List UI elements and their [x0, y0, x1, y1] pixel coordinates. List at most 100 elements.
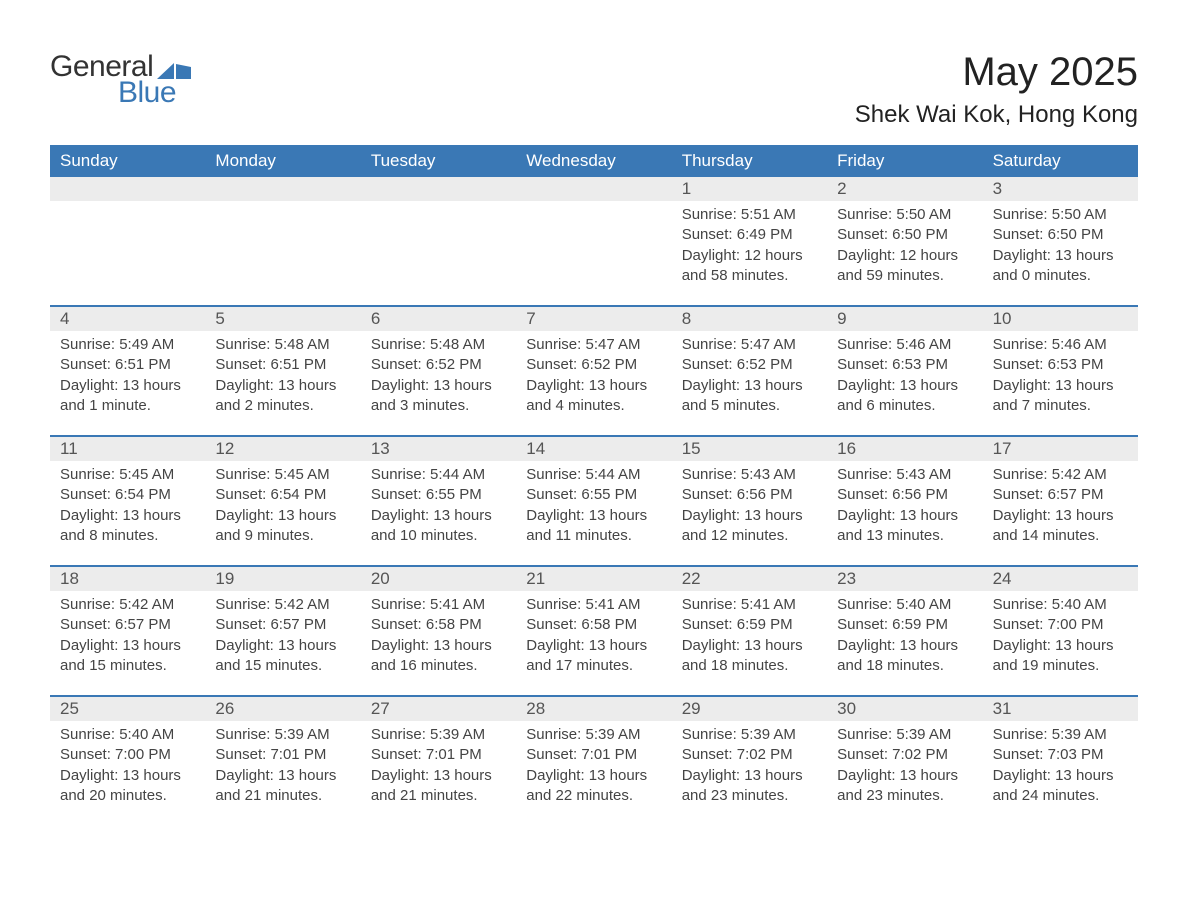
daylight-text: Daylight: 13 hours and 8 minutes.: [60, 506, 195, 547]
calendar-cell: 22Sunrise: 5:41 AMSunset: 6:59 PMDayligh…: [672, 567, 827, 695]
day-number: 30: [827, 697, 982, 721]
sunset-text: Sunset: 6:50 PM: [993, 225, 1128, 245]
calendar-cell: 18Sunrise: 5:42 AMSunset: 6:57 PMDayligh…: [50, 567, 205, 695]
calendar-cell: 10Sunrise: 5:46 AMSunset: 6:53 PMDayligh…: [983, 307, 1138, 435]
week-row: 4Sunrise: 5:49 AMSunset: 6:51 PMDaylight…: [50, 305, 1138, 435]
day-header-friday: Friday: [827, 145, 982, 177]
calendar-cell: 25Sunrise: 5:40 AMSunset: 7:00 PMDayligh…: [50, 697, 205, 825]
sunrise-text: Sunrise: 5:44 AM: [371, 465, 506, 485]
sunrise-text: Sunrise: 5:47 AM: [682, 335, 817, 355]
daylight-text: Daylight: 13 hours and 4 minutes.: [526, 376, 661, 417]
day-number: 12: [205, 437, 360, 461]
daylight-text: Daylight: 13 hours and 2 minutes.: [215, 376, 350, 417]
day-header-monday: Monday: [205, 145, 360, 177]
sunset-text: Sunset: 6:56 PM: [837, 485, 972, 505]
sunrise-text: Sunrise: 5:47 AM: [526, 335, 661, 355]
cell-body: Sunrise: 5:42 AMSunset: 6:57 PMDaylight:…: [205, 591, 360, 686]
day-number: 27: [361, 697, 516, 721]
cell-body: Sunrise: 5:42 AMSunset: 6:57 PMDaylight:…: [50, 591, 205, 686]
sunrise-text: Sunrise: 5:39 AM: [215, 725, 350, 745]
calendar-cell: [205, 177, 360, 305]
day-number: 8: [672, 307, 827, 331]
sunset-text: Sunset: 6:58 PM: [526, 615, 661, 635]
sunset-text: Sunset: 7:01 PM: [526, 745, 661, 765]
location-label: Shek Wai Kok, Hong Kong: [855, 101, 1138, 129]
daylight-text: Daylight: 12 hours and 58 minutes.: [682, 246, 817, 287]
cell-body: Sunrise: 5:47 AMSunset: 6:52 PMDaylight:…: [516, 331, 671, 426]
cell-body: Sunrise: 5:46 AMSunset: 6:53 PMDaylight:…: [827, 331, 982, 426]
calendar-cell: 30Sunrise: 5:39 AMSunset: 7:02 PMDayligh…: [827, 697, 982, 825]
sunset-text: Sunset: 6:59 PM: [837, 615, 972, 635]
daylight-text: Daylight: 13 hours and 22 minutes.: [526, 766, 661, 807]
cell-body: Sunrise: 5:40 AMSunset: 7:00 PMDaylight:…: [983, 591, 1138, 686]
day-number: 26: [205, 697, 360, 721]
calendar-cell: 31Sunrise: 5:39 AMSunset: 7:03 PMDayligh…: [983, 697, 1138, 825]
sunrise-text: Sunrise: 5:46 AM: [993, 335, 1128, 355]
title-block: May 2025 Shek Wai Kok, Hong Kong: [855, 50, 1138, 129]
day-number: 19: [205, 567, 360, 591]
sunrise-text: Sunrise: 5:40 AM: [993, 595, 1128, 615]
cell-body: Sunrise: 5:40 AMSunset: 7:00 PMDaylight:…: [50, 721, 205, 816]
cell-body: Sunrise: 5:41 AMSunset: 6:58 PMDaylight:…: [361, 591, 516, 686]
calendar-cell: 15Sunrise: 5:43 AMSunset: 6:56 PMDayligh…: [672, 437, 827, 565]
sunset-text: Sunset: 6:51 PM: [60, 355, 195, 375]
sunrise-text: Sunrise: 5:40 AM: [837, 595, 972, 615]
daylight-text: Daylight: 13 hours and 0 minutes.: [993, 246, 1128, 287]
daylight-text: Daylight: 12 hours and 59 minutes.: [837, 246, 972, 287]
daylight-text: Daylight: 13 hours and 11 minutes.: [526, 506, 661, 547]
cell-body: Sunrise: 5:46 AMSunset: 6:53 PMDaylight:…: [983, 331, 1138, 426]
calendar-cell: 21Sunrise: 5:41 AMSunset: 6:58 PMDayligh…: [516, 567, 671, 695]
sunrise-text: Sunrise: 5:50 AM: [837, 205, 972, 225]
sunrise-text: Sunrise: 5:51 AM: [682, 205, 817, 225]
day-number: 9: [827, 307, 982, 331]
calendar-cell: 4Sunrise: 5:49 AMSunset: 6:51 PMDaylight…: [50, 307, 205, 435]
daylight-text: Daylight: 13 hours and 23 minutes.: [682, 766, 817, 807]
daylight-text: Daylight: 13 hours and 23 minutes.: [837, 766, 972, 807]
sunrise-text: Sunrise: 5:43 AM: [837, 465, 972, 485]
cell-body: Sunrise: 5:42 AMSunset: 6:57 PMDaylight:…: [983, 461, 1138, 556]
day-number: 17: [983, 437, 1138, 461]
day-number: [205, 177, 360, 201]
sunrise-text: Sunrise: 5:39 AM: [837, 725, 972, 745]
cell-body: Sunrise: 5:44 AMSunset: 6:55 PMDaylight:…: [361, 461, 516, 556]
daylight-text: Daylight: 13 hours and 15 minutes.: [60, 636, 195, 677]
sunset-text: Sunset: 6:54 PM: [215, 485, 350, 505]
sunset-text: Sunset: 6:50 PM: [837, 225, 972, 245]
cell-body: Sunrise: 5:50 AMSunset: 6:50 PMDaylight:…: [827, 201, 982, 296]
day-header-sunday: Sunday: [50, 145, 205, 177]
daylight-text: Daylight: 13 hours and 15 minutes.: [215, 636, 350, 677]
sunrise-text: Sunrise: 5:45 AM: [60, 465, 195, 485]
cell-body: Sunrise: 5:45 AMSunset: 6:54 PMDaylight:…: [205, 461, 360, 556]
day-number: 10: [983, 307, 1138, 331]
daylight-text: Daylight: 13 hours and 3 minutes.: [371, 376, 506, 417]
cell-body: Sunrise: 5:45 AMSunset: 6:54 PMDaylight:…: [50, 461, 205, 556]
week-row: 18Sunrise: 5:42 AMSunset: 6:57 PMDayligh…: [50, 565, 1138, 695]
day-header-saturday: Saturday: [983, 145, 1138, 177]
cell-body: Sunrise: 5:39 AMSunset: 7:02 PMDaylight:…: [672, 721, 827, 816]
calendar-cell: 1Sunrise: 5:51 AMSunset: 6:49 PMDaylight…: [672, 177, 827, 305]
day-number: 3: [983, 177, 1138, 201]
day-header-wednesday: Wednesday: [516, 145, 671, 177]
cell-body: Sunrise: 5:41 AMSunset: 6:58 PMDaylight:…: [516, 591, 671, 686]
calendar-cell: 14Sunrise: 5:44 AMSunset: 6:55 PMDayligh…: [516, 437, 671, 565]
calendar-cell: 5Sunrise: 5:48 AMSunset: 6:51 PMDaylight…: [205, 307, 360, 435]
day-header-row: Sunday Monday Tuesday Wednesday Thursday…: [50, 145, 1138, 177]
calendar-cell: 23Sunrise: 5:40 AMSunset: 6:59 PMDayligh…: [827, 567, 982, 695]
sunset-text: Sunset: 6:54 PM: [60, 485, 195, 505]
sunrise-text: Sunrise: 5:40 AM: [60, 725, 195, 745]
calendar-cell: [361, 177, 516, 305]
day-number: [50, 177, 205, 201]
sunrise-text: Sunrise: 5:43 AM: [682, 465, 817, 485]
day-number: 11: [50, 437, 205, 461]
cell-body: Sunrise: 5:47 AMSunset: 6:52 PMDaylight:…: [672, 331, 827, 426]
sunset-text: Sunset: 6:58 PM: [371, 615, 506, 635]
day-number: [361, 177, 516, 201]
sunrise-text: Sunrise: 5:42 AM: [993, 465, 1128, 485]
sunrise-text: Sunrise: 5:39 AM: [993, 725, 1128, 745]
cell-body: Sunrise: 5:39 AMSunset: 7:03 PMDaylight:…: [983, 721, 1138, 816]
day-number: 13: [361, 437, 516, 461]
cell-body: Sunrise: 5:43 AMSunset: 6:56 PMDaylight:…: [672, 461, 827, 556]
cell-body: Sunrise: 5:39 AMSunset: 7:01 PMDaylight:…: [361, 721, 516, 816]
day-number: 6: [361, 307, 516, 331]
header: General Blue May 2025 Shek Wai Kok, Hong…: [50, 50, 1138, 129]
